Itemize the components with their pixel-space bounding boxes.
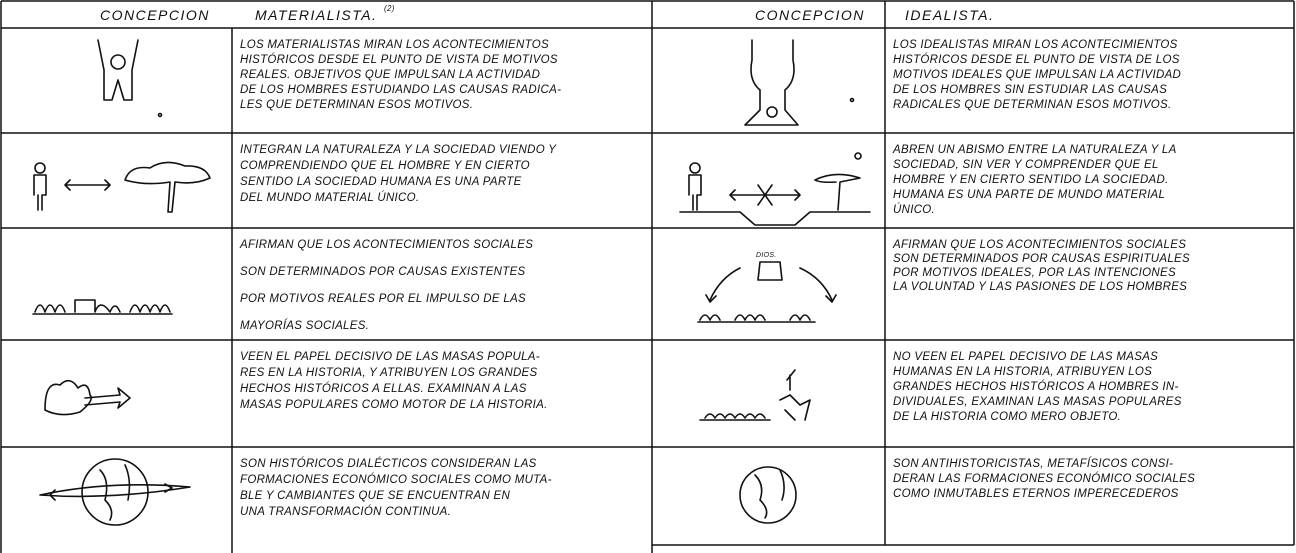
header-text: CONCEPCION <box>100 7 210 23</box>
cell-text: RES EN LA HISTORIA, Y ATRIBUYEN LOS GRAN… <box>240 367 538 379</box>
sketch-crowd-arrow <box>44 379 131 416</box>
cell-text: RADICALES QUE DETERMINAN ESOS MOTIVOS. <box>893 99 1172 111</box>
illustration-label: DIOS. <box>756 252 777 259</box>
cell-text: GRANDES HECHOS HISTÓRICOS A HOMBRES IN- <box>893 380 1179 393</box>
sketch-globe-static <box>739 466 797 524</box>
sketch-upside-down <box>744 39 855 126</box>
cell-text: MOTIVOS IDEALES QUE IMPULSAN LA ACTIVIDA… <box>893 69 1181 81</box>
cell-text: INTEGRAN LA NATURALEZA Y LA SOCIEDAD VIE… <box>240 144 557 156</box>
cell-text: COMPRENDIENDO QUE EL HOMBRE Y EN CIERTO <box>240 160 530 172</box>
footnote-mark: (2) <box>384 4 395 13</box>
cell-text: DEL MUNDO MATERIAL ÚNICO. <box>240 191 419 204</box>
sketch-man-tree <box>33 161 211 213</box>
cell-text: BLE Y CAMBIANTES QUE SE ENCUENTRAN EN <box>240 490 511 502</box>
cell-text: HECHOS HISTÓRICOS A ELLAS. EXAMINAN A LA… <box>240 382 527 395</box>
cell-text: COMO INMUTABLES ETERNOS IMPERECEDEROS <box>893 488 1179 500</box>
header-text: IDEALISTA. <box>905 7 994 23</box>
header-text: MATERIALISTA. <box>255 7 377 23</box>
cell-text: LA VOLUNTAD Y LAS PASIONES DE LOS HOMBRE… <box>893 281 1187 293</box>
cell-text: POR MOTIVOS IDEALES, POR LAS INTENCIONES <box>893 267 1176 279</box>
cell-text: SON DETERMINADOS POR CAUSAS ESPIRITUALES <box>893 253 1190 265</box>
cell-text: FORMACIONES ECONÓMICO SOCIALES COMO MUTA… <box>240 473 552 486</box>
sketch-globe <box>39 458 191 526</box>
cell-text: VEEN EL PAPEL DECISIVO DE LAS MASAS POPU… <box>240 351 540 363</box>
cell-text: AFIRMAN QUE LOS ACONTECIMIENTOS SOCIALES <box>239 239 533 251</box>
sketch-crowd <box>32 299 173 315</box>
cell-text: LOS IDEALISTAS MIRAN LOS ACONTECIMIENTOS <box>893 39 1178 51</box>
cell-text: NO VEEN EL PAPEL DECISIVO DE LAS MASAS <box>893 351 1158 363</box>
cell-text: HISTÓRICOS DESDE EL PUNTO DE VISTA DE MO… <box>240 53 558 66</box>
cell-text: AFIRMAN QUE LOS ACONTECIMIENTOS SOCIALES <box>892 239 1186 251</box>
left-grid <box>0 0 653 553</box>
cell-text: UNA TRANSFORMACIÓN CONTINUA. <box>240 505 451 518</box>
header-text: CONCEPCION <box>755 7 865 23</box>
sketch-leader <box>699 369 811 421</box>
cell-text: HOMBRE Y EN CIERTO SENTIDO LA SOCIEDAD. <box>893 174 1169 186</box>
cell-text: HISTÓRICOS DESDE EL PUNTO DE VISTA DE LO… <box>893 53 1180 66</box>
cell-text: REALES. OBJETIVOS QUE IMPULSAN LA ACTIVI… <box>240 69 540 81</box>
cell-text: DERAN LAS FORMACIONES ECONÓMICO SOCIALES <box>893 472 1195 485</box>
cell-text: DE LOS HOMBRES SIN ESTUDIAR LAS CAUSAS <box>893 84 1167 96</box>
sketch-god <box>697 261 837 323</box>
cell-text: LES QUE DETERMINAN ESOS MOTIVOS. <box>240 99 473 111</box>
sketch-abyss <box>679 152 871 226</box>
cell-text: DE LOS HOMBRES ESTUDIANDO LAS CAUSAS RAD… <box>240 84 561 96</box>
cell-text: SON DETERMINADOS POR CAUSAS EXISTENTES <box>240 266 526 278</box>
cell-text: DE LA HISTORIA COMO MERO OBJETO. <box>893 411 1121 423</box>
cell-text: LOS MATERIALISTAS MIRAN LOS ACONTECIMIEN… <box>240 39 549 51</box>
cell-text: SON ANTIHISTORICISTAS, METAFÍSICOS CONSI… <box>893 457 1173 470</box>
cell-text: SON HISTÓRICOS DIALÉCTICOS CONSIDERAN LA… <box>240 457 537 470</box>
cell-text: DIVIDUALES, EXAMINAN LAS MASAS POPULARES <box>893 396 1182 408</box>
cell-text: MASAS POPULARES COMO MOTOR DE LA HISTORI… <box>240 399 548 411</box>
cell-text: SOCIEDAD, SIN VER Y COMPRENDER QUE EL <box>893 159 1159 171</box>
right-grid <box>652 0 1295 546</box>
cell-text: HUMANAS EN LA HISTORIA, ATRIBUYEN LOS <box>893 366 1152 378</box>
cell-text: SENTIDO LA SOCIEDAD HUMANA ES UNA PARTE <box>240 176 522 188</box>
cell-text: ABREN UN ABISMO ENTRE LA NATURALEZA Y LA <box>892 144 1177 156</box>
cell-text: ÚNICO. <box>893 203 935 216</box>
cell-text: MAYORÍAS SOCIALES. <box>240 319 369 332</box>
sketch-raised-arms <box>97 39 163 118</box>
cell-text: HUMANA ES UNA PARTE DE MUNDO MATERIAL <box>893 189 1165 201</box>
cell-text: POR MOTIVOS REALES POR EL IMPULSO DE LAS <box>240 293 526 305</box>
